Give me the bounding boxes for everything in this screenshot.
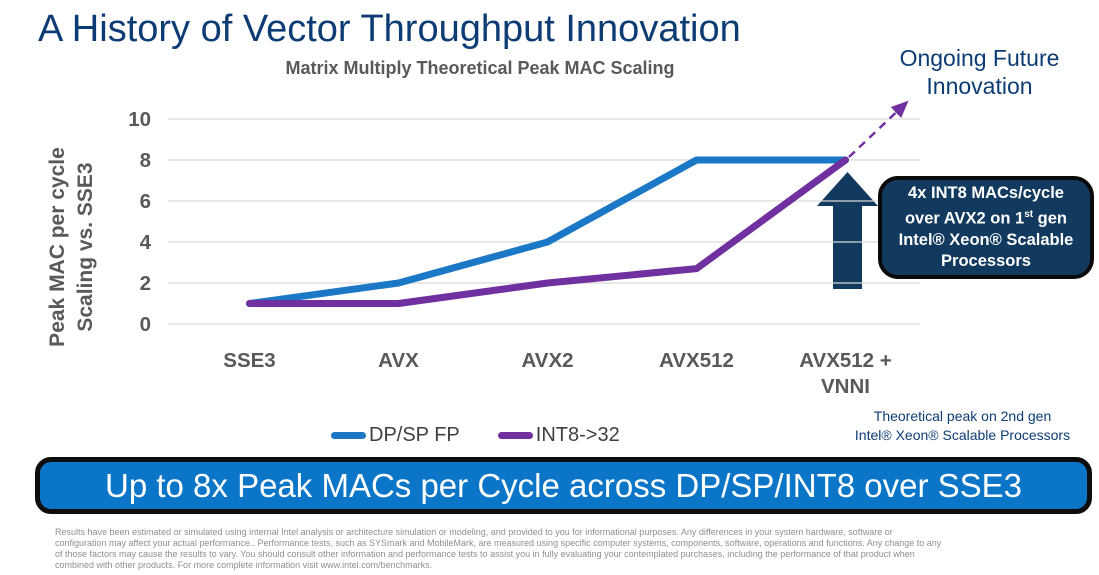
future-dashed-arrow-icon [848,100,909,158]
legend-label-int8-32: INT8->32 [535,424,620,446]
legend-item-dpsp-fp: DP/SP FP [331,424,460,447]
up-arrow-icon [817,172,878,289]
callout-line2: over AVX2 on 1st gen [904,209,1068,228]
legend-item-int8-32: INT8->32 [497,424,620,447]
x-tick-label: AVX512 + [799,349,892,372]
ongoing-future-line1: Ongoing Future [899,45,1060,71]
y-tick-label: 6 [140,190,151,213]
series-line-INT8->32 [246,156,849,307]
legend-swatch-blue-icon [331,432,366,439]
y-tick-label: 2 [140,272,151,295]
callout-line3: Intel® Xeon® Scalable [898,230,1074,249]
disclaimer-line4: combined with other products. For more c… [55,560,433,570]
callout-line4: Processors [941,251,1031,270]
disclaimer-line3: of those factors may cause the results t… [55,549,915,559]
ongoing-future-line2: Innovation [926,73,1033,99]
chart-legend: DP/SP FP INT8->32 [331,424,620,447]
note-line2: Intel® Xeon® Scalable Processors [854,427,1071,443]
x-tick-label: AVX512 [659,349,734,372]
y-tick-label: 10 [128,108,151,131]
ongoing-future-label: Ongoing Future Innovation [872,44,1087,100]
x-tick-label: VNNI [821,375,870,398]
legend-label-dpsp-fp: DP/SP FP [369,424,460,446]
callout-int8-macs: 4x INT8 MACs/cycle over AVX2 on 1st gen … [878,176,1094,279]
disclaimer-line1: Results have been estimated or simulated… [55,527,893,537]
legal-disclaimer: Results have been estimated or simulated… [55,527,1085,571]
note-line1: Theoretical peak on 2nd gen [873,408,1052,424]
slide-title: A History of Vector Throughput Innovatio… [38,8,741,50]
series-line-DP/SP FP [246,156,849,307]
callout-line1: 4x INT8 MACs/cycle [908,184,1064,203]
x-tick-label: SSE3 [223,349,275,372]
y-tick-label: 4 [140,231,152,254]
x-tick-label: AVX2 [521,349,573,372]
banner-text: Up to 8x Peak MACs per Cycle across DP/S… [105,466,1022,504]
chart-title: Matrix Multiply Theoretical Peak MAC Sca… [285,58,675,78]
disclaimer-line2: configuration may affect your actual per… [55,538,942,548]
y-tick-label: 0 [140,313,151,336]
legend-swatch-purple-icon [497,432,533,439]
theoretical-peak-note: Theoretical peak on 2nd gen Intel® Xeon®… [835,407,1090,445]
y-tick-label: 8 [140,149,151,172]
key-message-banner: Up to 8x Peak MACs per Cycle across DP/S… [35,457,1092,514]
x-tick-label: AVX [378,349,419,372]
